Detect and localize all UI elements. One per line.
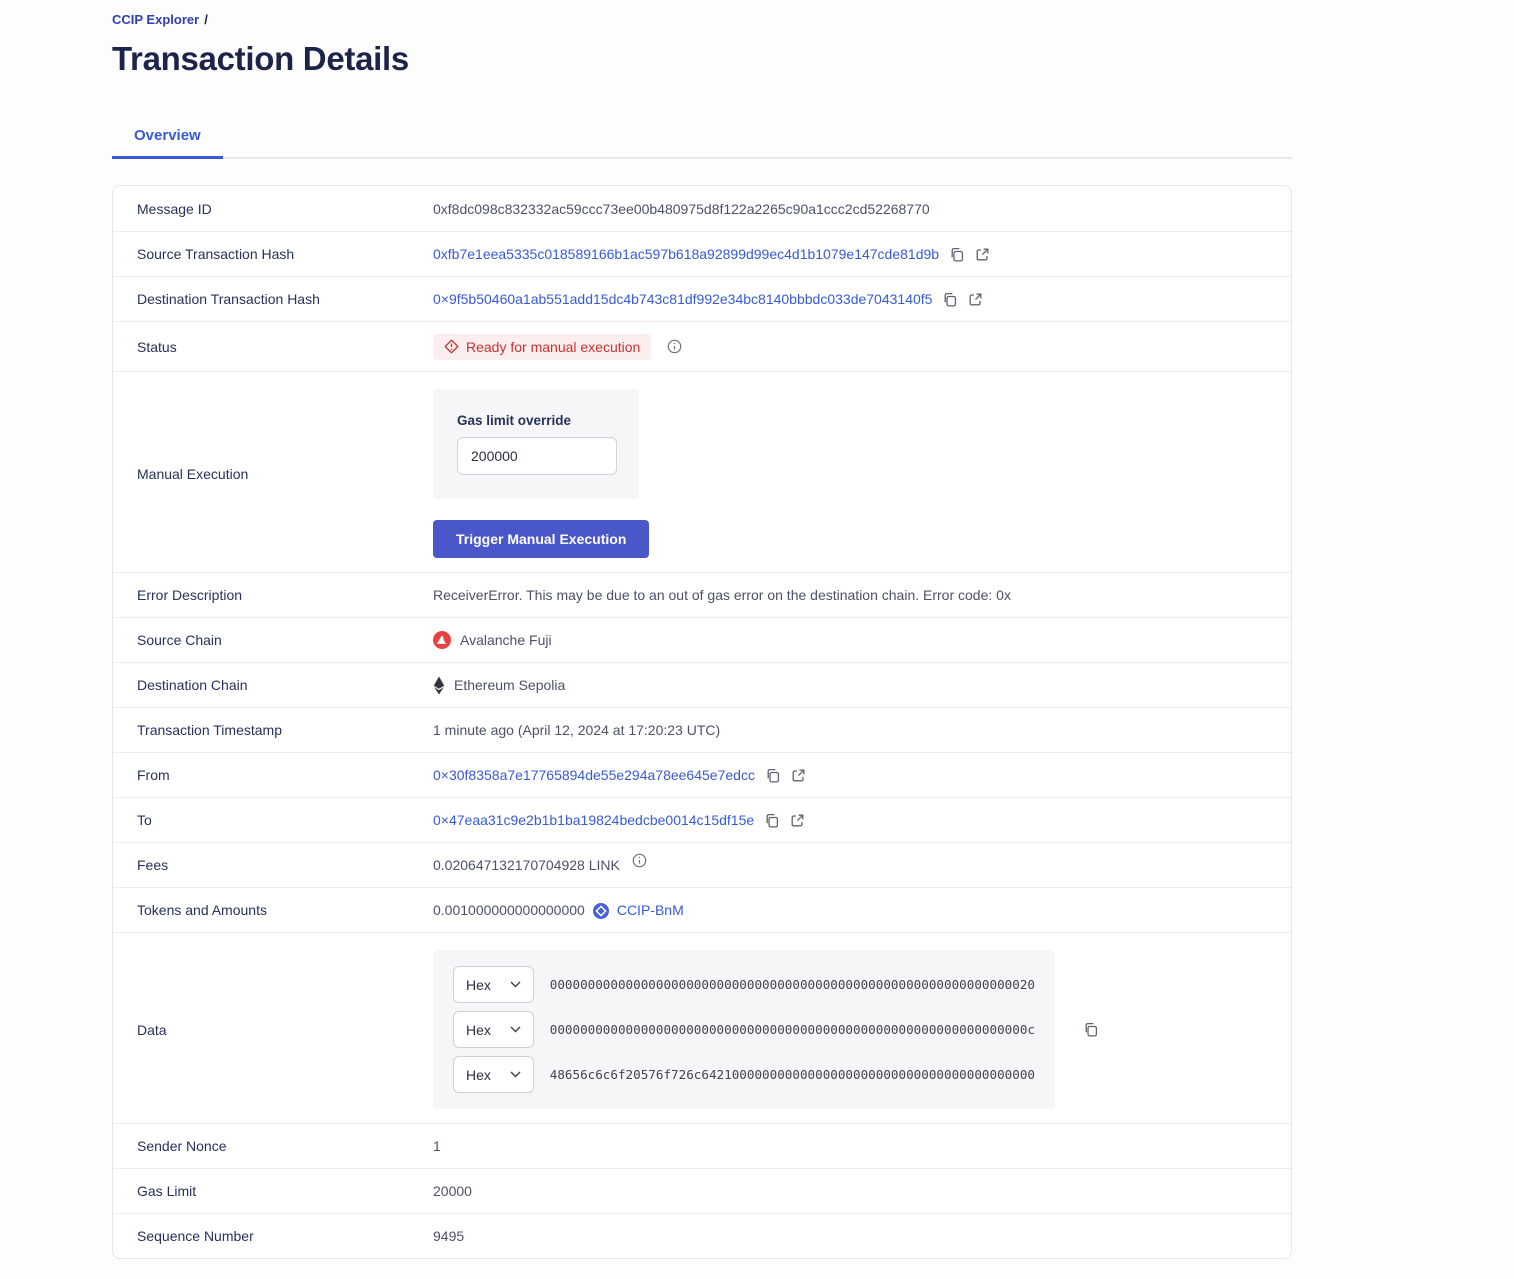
data-hex-panel: Hex 000000000000000000000000000000000000…	[433, 950, 1055, 1109]
data-hex-line: 0000000000000000000000000000000000000000…	[549, 1022, 1035, 1037]
row-label: From	[137, 767, 170, 783]
table-row-source-chain: Source Chain Avalanche Fuji	[113, 617, 1291, 662]
table-row-error-description: Error Description ReceiverError. This ma…	[113, 572, 1291, 617]
fees-value: 0.020647132170704928 LINK	[433, 857, 620, 873]
data-line: Hex 000000000000000000000000000000000000…	[453, 966, 1035, 1003]
table-row-source-tx-hash: Source Transaction Hash 0xfb7e1eea5335c0…	[113, 231, 1291, 276]
breadcrumb-ccip-explorer-link[interactable]: CCIP Explorer	[112, 12, 200, 27]
table-row-status: Status Ready for manual execution	[113, 321, 1291, 371]
status-badge: Ready for manual execution	[433, 333, 652, 360]
table-row-message-id: Message ID 0xf8dc098c832332ac59ccc73ee00…	[113, 186, 1291, 231]
row-label: Gas Limit	[137, 1183, 197, 1199]
info-icon[interactable]	[632, 853, 647, 868]
token-icon	[592, 903, 609, 919]
message-id-value: 0xf8dc098c832332ac59ccc73ee00b480975d8f1…	[433, 200, 930, 217]
chevron-down-icon	[510, 1026, 521, 1033]
destination-tx-hash-link[interactable]: 0×9f5b50460a1ab551add15dc4b743c81df992e3…	[433, 291, 933, 307]
gas-limit-override-label: Gas limit override	[457, 413, 572, 428]
table-row-data: Data Hex 0000000000000000000000000000000…	[113, 932, 1291, 1123]
source-chain-name: Avalanche Fuji	[460, 632, 552, 648]
external-link-icon[interactable]	[791, 768, 806, 783]
chevron-down-icon	[510, 1071, 521, 1078]
row-label: Error Description	[137, 587, 243, 603]
table-row-fees: Fees 0.020647132170704928 LINK	[113, 842, 1291, 887]
table-row-transaction-timestamp: Transaction Timestamp 1 minute ago (Apri…	[113, 707, 1291, 752]
copy-icon[interactable]	[1083, 1021, 1099, 1038]
gas-limit-override-panel: Gas limit override	[433, 389, 639, 499]
alert-diamond-icon	[444, 339, 459, 354]
row-label: Data	[137, 1021, 167, 1038]
row-label: Sequence Number	[137, 1228, 254, 1244]
data-format-select[interactable]: Hex	[453, 1056, 534, 1093]
token-name-link[interactable]: CCIP-BnM	[616, 902, 684, 918]
external-link-icon[interactable]	[790, 813, 805, 828]
info-icon[interactable]	[667, 339, 682, 354]
external-link-icon[interactable]	[968, 292, 983, 307]
row-label: Transaction Timestamp	[137, 722, 282, 738]
data-line: Hex 000000000000000000000000000000000000…	[453, 1011, 1035, 1048]
copy-icon[interactable]	[765, 767, 781, 784]
tab-bar: Overview	[112, 114, 1292, 159]
gas-limit-value: 20000	[433, 1183, 472, 1199]
row-label: Destination Chain	[137, 677, 248, 693]
data-hex-line: 48656c6c6f20576f726c64210000000000000000…	[549, 1067, 1035, 1082]
table-row-to: To 0×47eaa31c9e2b1b1ba19824bedcbe0014c15…	[113, 797, 1291, 842]
row-label: Status	[137, 338, 177, 355]
row-label: Sender Nonce	[137, 1138, 227, 1154]
sender-nonce-value: 1	[433, 1138, 441, 1154]
row-label: Fees	[137, 857, 169, 873]
gas-limit-override-input[interactable]	[457, 437, 617, 475]
sequence-number-value: 9495	[433, 1228, 465, 1244]
external-link-icon[interactable]	[975, 247, 990, 262]
copy-icon[interactable]	[764, 812, 780, 829]
status-badge-label: Ready for manual execution	[466, 338, 641, 355]
data-format-value: Hex	[466, 976, 491, 993]
transaction-timestamp-value: 1 minute ago (April 12, 2024 at 17:20:23…	[433, 722, 721, 738]
trigger-manual-execution-button[interactable]: Trigger Manual Execution	[433, 520, 650, 558]
table-row-gas-limit: Gas Limit 20000	[113, 1168, 1291, 1213]
table-row-manual-execution: Manual Execution Gas limit override Trig…	[113, 371, 1291, 572]
table-row-sequence-number: Sequence Number 9495	[113, 1213, 1291, 1258]
table-row-destination-chain: Destination Chain Ethereum Sepolia	[113, 662, 1291, 707]
page-title: Transaction Details	[112, 40, 409, 77]
table-row-sender-nonce: Sender Nonce 1	[113, 1123, 1291, 1168]
row-label: Message ID	[137, 200, 212, 217]
tab-overview[interactable]: Overview	[112, 114, 223, 159]
error-description-value: ReceiverError. This may be due to an out…	[433, 587, 1011, 603]
copy-icon[interactable]	[942, 291, 958, 308]
avalanche-icon	[433, 631, 451, 649]
to-address-link[interactable]: 0×47eaa31c9e2b1b1ba19824bedcbe0014c15df1…	[433, 812, 755, 828]
data-format-value: Hex	[466, 1021, 491, 1038]
row-label: Source Transaction Hash	[137, 246, 295, 262]
from-address-link[interactable]: 0×30f8358a7e17765894de55e294a78ee645e7ed…	[433, 767, 755, 783]
data-format-select[interactable]: Hex	[453, 966, 534, 1003]
data-line: Hex 48656c6c6f20576f726c6421000000000000…	[453, 1056, 1035, 1093]
data-format-value: Hex	[466, 1066, 491, 1083]
transaction-details-table: Message ID 0xf8dc098c832332ac59ccc73ee00…	[112, 185, 1292, 1259]
row-label: Source Chain	[137, 632, 222, 648]
table-row-tokens-and-amounts: Tokens and Amounts 0.001000000000000000 …	[113, 887, 1291, 932]
table-row-from: From 0×30f8358a7e17765894de55e294a78ee64…	[113, 752, 1291, 797]
breadcrumb-separator: /	[204, 12, 208, 27]
row-label: Manual Execution	[137, 465, 249, 482]
chevron-down-icon	[510, 981, 521, 988]
row-label: Destination Transaction Hash	[137, 291, 320, 307]
row-label: To	[137, 812, 152, 828]
table-row-destination-tx-hash: Destination Transaction Hash 0×9f5b50460…	[113, 276, 1291, 321]
breadcrumb: CCIP Explorer /	[112, 12, 1514, 27]
row-label: Tokens and Amounts	[137, 902, 267, 918]
ethereum-icon	[433, 676, 445, 694]
data-format-select[interactable]: Hex	[453, 1011, 534, 1048]
data-hex-line: 0000000000000000000000000000000000000000…	[549, 977, 1035, 992]
copy-icon[interactable]	[949, 246, 965, 263]
destination-chain-name: Ethereum Sepolia	[454, 677, 566, 693]
source-tx-hash-link[interactable]: 0xfb7e1eea5335c018589166b1ac597b618a9289…	[433, 246, 940, 262]
token-amount-value: 0.001000000000000000	[433, 902, 585, 918]
